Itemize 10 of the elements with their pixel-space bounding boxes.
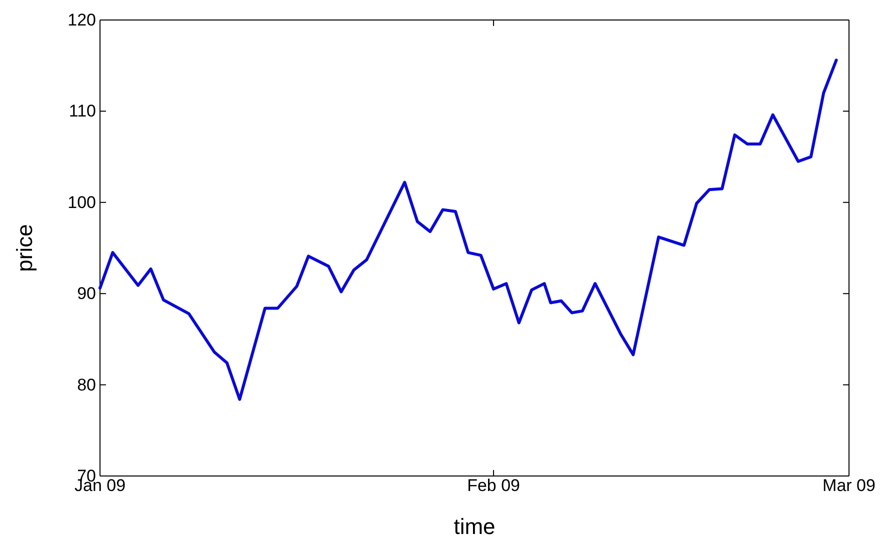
x-tick-label: Mar 09: [822, 476, 876, 496]
line-series: [98, 58, 838, 401]
x-tick-label: Feb 09: [467, 476, 520, 496]
y-tick-label: 80: [77, 375, 96, 394]
x-axis-title: time: [454, 514, 496, 539]
y-tick-label: 110: [68, 102, 96, 121]
y-tick-label: 100: [68, 192, 96, 212]
y-tick-label: 90: [77, 284, 96, 304]
y-tick-label: 120: [68, 10, 96, 30]
y-axis-title: price: [12, 224, 37, 272]
